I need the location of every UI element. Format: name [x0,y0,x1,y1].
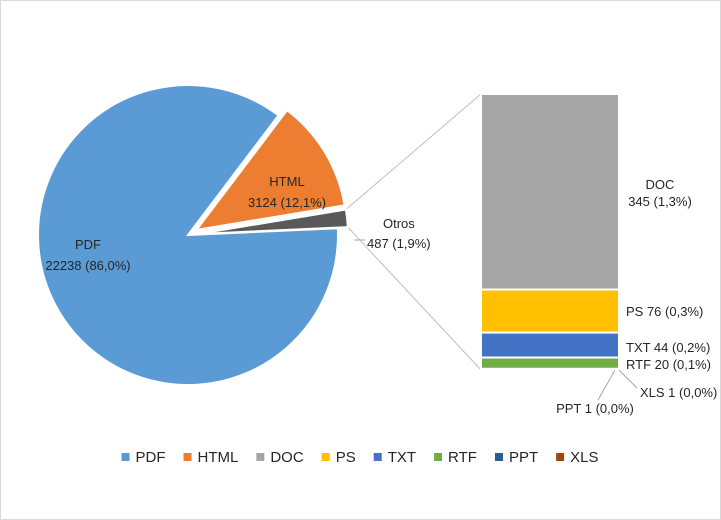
legend-swatch-ppt [495,453,503,461]
legend: PDF HTML DOC PS TXT RTF PPT XLS [122,449,599,466]
bar-segment-rtf [481,358,619,369]
legend-swatch-ps [322,453,330,461]
data-label-rtf: RTF 20 (0,1%) [626,357,711,372]
leader-line-xls [619,370,637,388]
legend-label-ps: PS [336,449,356,466]
data-label-txt: TXT 44 (0,2%) [626,340,710,355]
data-label-otros-name: Otros [383,216,415,231]
leader-line-ppt [598,370,615,400]
connector-lines [346,94,481,370]
legend-label-html: HTML [198,449,239,466]
legend-label-rtf: RTF [448,449,477,466]
data-label-html-name: HTML [269,174,304,189]
legend-label-txt: TXT [388,449,416,466]
legend-swatch-html [184,453,192,461]
data-label-xls: XLS 1 (0,0%) [640,385,717,400]
legend-swatch-rtf [434,453,442,461]
legend-label-ppt: PPT [509,449,538,466]
data-label-ppt: PPT 1 (0,0%) [556,401,634,416]
legend-swatch-pdf [122,453,130,461]
stacked-bar [481,94,619,370]
data-label-doc-name: DOC [646,177,675,192]
legend-swatch-txt [374,453,382,461]
data-label-html-value: 3124 (12,1%) [248,195,326,210]
bar-segment-txt [481,333,619,358]
data-label-otros-value: 487 (1,9%) [367,236,431,251]
bar-segment-ps [481,290,619,333]
legend-label-xls: XLS [570,449,598,466]
data-label-pdf-name: PDF [75,237,101,252]
connector-line-top [346,94,481,210]
data-label-ps: PS 76 (0,3%) [626,304,703,319]
legend-label-doc: DOC [270,449,304,466]
legend-swatch-xls [556,453,564,461]
legend-swatch-doc [256,453,264,461]
pie [38,85,348,385]
data-label-doc-value: 345 (1,3%) [628,194,692,209]
legend-label-pdf: PDF [136,449,166,466]
bar-segment-xls [481,369,619,370]
data-label-pdf-value: 22238 (86,0%) [45,258,130,273]
bar-segment-doc [481,94,619,290]
